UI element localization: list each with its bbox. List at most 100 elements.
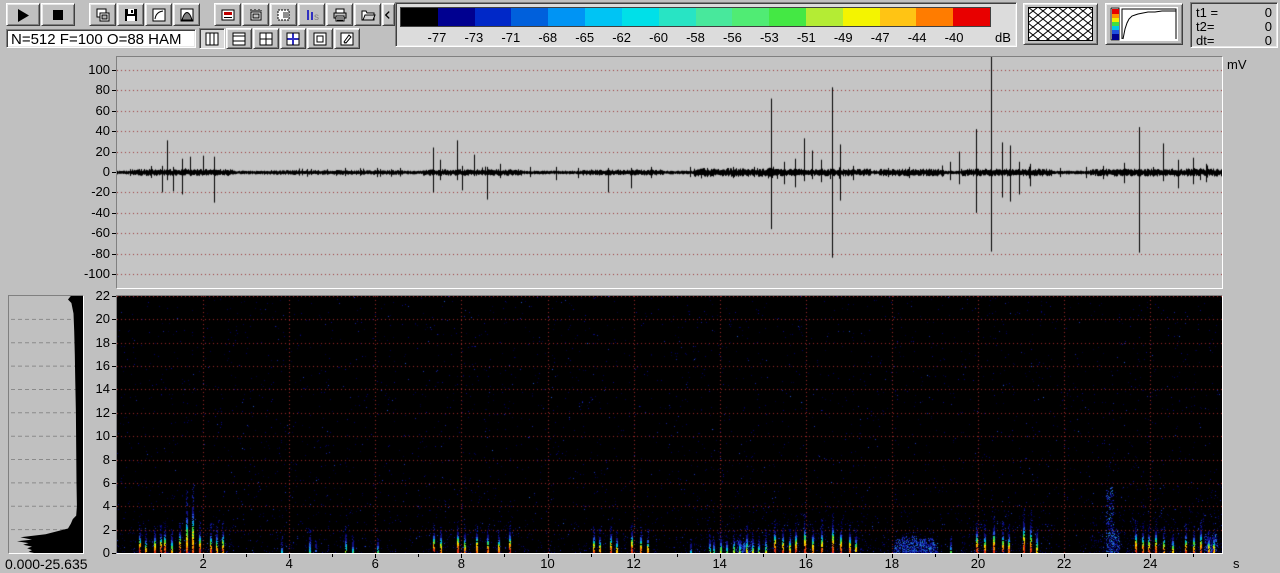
oscillogram-plot[interactable] bbox=[116, 56, 1223, 289]
oscillogram-y-tick bbox=[112, 192, 116, 194]
spectrogram-y-tick bbox=[112, 553, 116, 554]
toolbar-gap bbox=[76, 14, 88, 15]
oscillogram-y-tick-label: -20 bbox=[91, 184, 110, 200]
transfer-curve-button[interactable] bbox=[145, 3, 172, 26]
spectrogram-x-tick bbox=[246, 554, 247, 557]
spectrogram-x-tick-label: 18 bbox=[884, 556, 900, 571]
spectrogram-x-tick-label: 16 bbox=[798, 556, 814, 571]
spectrogram-x-tick bbox=[203, 554, 204, 558]
oscillogram-y-tick-label: 0 bbox=[102, 164, 110, 179]
colorbar-segment bbox=[548, 8, 586, 26]
colorbar-segment bbox=[474, 8, 512, 26]
layout-oscillogram-button[interactable] bbox=[199, 28, 225, 49]
spectrogram-x-tick bbox=[1150, 554, 1151, 558]
play-button[interactable] bbox=[6, 3, 40, 26]
colorbar-tick-label: -71 bbox=[501, 30, 521, 45]
spectrogram-y-tick-label: 8 bbox=[102, 451, 110, 467]
colorbar-strip bbox=[400, 7, 991, 27]
spectrogram-y-tick bbox=[112, 319, 116, 321]
spectrogram-y-tick bbox=[112, 412, 116, 414]
spectrogram-y-tick bbox=[112, 436, 116, 438]
print-button[interactable] bbox=[326, 3, 353, 26]
svg-text:s: s bbox=[314, 12, 319, 23]
t2-row: t2= 0 bbox=[1196, 20, 1272, 34]
layout-split-button[interactable] bbox=[253, 28, 279, 49]
spectrogram-y-tick-label: 14 bbox=[95, 381, 110, 397]
annotate-button[interactable] bbox=[334, 28, 360, 49]
status-box: N=512 F=100 O=88 HAM bbox=[6, 29, 196, 48]
open-file-button[interactable] bbox=[354, 3, 381, 26]
spectrogram-y-tick bbox=[112, 366, 116, 368]
spectrogram-x-tick bbox=[461, 554, 462, 558]
colorbar-unit: dB bbox=[995, 30, 1011, 45]
colorbar-segment bbox=[437, 8, 475, 26]
select-region-icon bbox=[277, 9, 289, 20]
layout-spectrogram-button[interactable] bbox=[226, 28, 252, 49]
spectrogram-plot[interactable] bbox=[116, 295, 1223, 554]
dt-value: 0 bbox=[1264, 33, 1272, 48]
stop-button[interactable] bbox=[41, 3, 75, 26]
colorbar-tick-label: -51 bbox=[796, 30, 816, 45]
fft-size-button[interactable]: s bbox=[298, 3, 325, 26]
spectrogram-x-tick-label: 2 bbox=[199, 556, 207, 571]
spectrogram-y-tick bbox=[112, 482, 116, 484]
average-spectrum-panel[interactable] bbox=[8, 295, 84, 554]
time-scale-button[interactable] bbox=[242, 3, 269, 26]
oscillogram-y-tick-label: 20 bbox=[95, 143, 110, 159]
t2-label: t2= bbox=[1196, 19, 1215, 34]
spectrogram-x-tick bbox=[548, 554, 549, 558]
prev-page-icon bbox=[384, 10, 390, 19]
hatch-pattern-button[interactable] bbox=[1023, 3, 1098, 45]
oscillogram-y-tick bbox=[112, 253, 116, 255]
colorbar-segment bbox=[732, 8, 770, 26]
time-range-label: 0.000-25.635 bbox=[5, 556, 88, 572]
spectrogram-y-tick-label: 0 bbox=[102, 545, 110, 560]
save-button[interactable] bbox=[117, 3, 144, 26]
spectrogram-y-tick bbox=[112, 459, 116, 461]
spectrogram-x-tick bbox=[1107, 554, 1108, 557]
transfer-curve-icon bbox=[152, 8, 165, 21]
display-range-icon bbox=[221, 9, 234, 20]
spectrogram-x-tick bbox=[892, 554, 893, 558]
oscillogram-y-tick-label: 40 bbox=[95, 123, 110, 139]
colorbar-tick-label: -68 bbox=[538, 30, 558, 45]
colorbar-segment bbox=[879, 8, 917, 26]
oscillogram-y-tick bbox=[112, 151, 116, 153]
window-shape-button[interactable] bbox=[173, 3, 200, 26]
spectrogram-x-tick bbox=[1193, 554, 1194, 557]
oscillogram-y-tick-label: -60 bbox=[91, 225, 110, 241]
play-icon bbox=[18, 8, 29, 22]
oscillogram-y-tick-label: -40 bbox=[91, 204, 110, 220]
spectrogram-x-tick bbox=[591, 554, 592, 557]
spectrogram-y-tick bbox=[112, 506, 116, 508]
select-region-button[interactable] bbox=[270, 3, 297, 26]
spectrogram-x-tick-label: 10 bbox=[540, 556, 555, 571]
colorbar-tick-label: -73 bbox=[464, 30, 484, 45]
spectrogram-x-tick bbox=[375, 554, 376, 558]
spectrogram-y-tick-label: 4 bbox=[102, 498, 110, 514]
spectrogram-x-tick bbox=[1064, 554, 1065, 558]
spectrogram-y-tick bbox=[112, 529, 116, 531]
colorbar-tick-label: -44 bbox=[907, 30, 927, 45]
colorbar-tick-label: -49 bbox=[833, 30, 853, 45]
status-text: N=512 F=100 O=88 HAM bbox=[11, 31, 182, 48]
display-range-button[interactable] bbox=[214, 3, 241, 26]
oscillogram-y-tick bbox=[112, 131, 116, 133]
palette-curve-icon bbox=[1110, 7, 1178, 41]
t1-label: t1 = bbox=[1196, 5, 1219, 20]
spectrogram-x-tick-label: 4 bbox=[285, 556, 293, 571]
save-icon bbox=[124, 8, 137, 21]
palette-curve-button[interactable] bbox=[1105, 3, 1183, 45]
copy-button[interactable] bbox=[89, 3, 116, 26]
layout-single-button[interactable] bbox=[307, 28, 333, 49]
oscillogram-canvas bbox=[117, 57, 1222, 288]
oscillogram-y-tick bbox=[112, 233, 116, 235]
spectrogram-x-tick bbox=[806, 554, 807, 558]
layout-combined-icon bbox=[286, 32, 300, 45]
colorbar-tick-label: -60 bbox=[649, 30, 668, 45]
colorbar-segment bbox=[621, 8, 659, 26]
prev-page-button[interactable] bbox=[382, 3, 395, 26]
layout-combined-button[interactable] bbox=[280, 28, 306, 49]
spectrogram-x-tick bbox=[160, 554, 161, 557]
